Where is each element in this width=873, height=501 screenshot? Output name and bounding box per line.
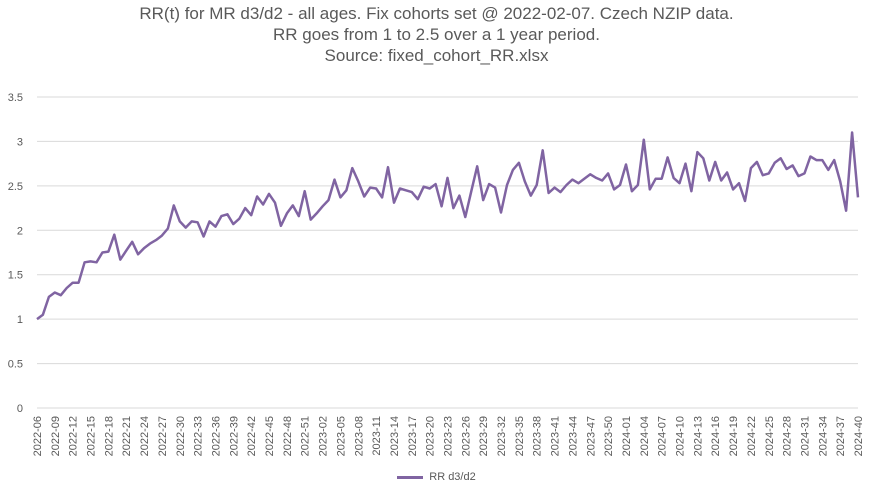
x-tick-label: 2023-02 — [318, 416, 330, 456]
x-tick-label: 2023-35 — [514, 416, 526, 456]
x-tick-label: 2024-34 — [817, 416, 829, 456]
x-tick-label: 2024-25 — [764, 416, 776, 456]
x-tick-label: 2024-40 — [853, 416, 865, 456]
y-axis-ticks: 0 0.5 1 1.5 2 2.5 3 3.5 — [8, 92, 23, 415]
x-tick-label: 2023-20 — [425, 416, 437, 456]
series-layer — [36, 131, 860, 321]
gridlines — [37, 96, 858, 409]
y-tick-label: 1 — [17, 314, 23, 326]
y-tick-label: 2.5 — [8, 181, 23, 193]
x-tick-label: 2024-22 — [746, 416, 758, 456]
x-tick-label: 2023-26 — [460, 416, 472, 456]
x-tick-label: 2022-09 — [50, 416, 62, 456]
x-tick-label: 2023-47 — [585, 416, 597, 456]
x-tick-label: 2022-06 — [32, 416, 44, 456]
chart-title-line-1: RR(t) for MR d3/d2 - all ages. Fix cohor… — [139, 4, 734, 23]
y-tick-label: 0 — [17, 403, 23, 415]
x-tick-label: 2024-13 — [692, 416, 704, 456]
x-tick-label: 2022-21 — [121, 416, 133, 456]
x-tick-label: 2022-24 — [139, 416, 151, 456]
x-tick-label: 2023-32 — [496, 416, 508, 456]
x-tick-label: 2023-29 — [478, 416, 490, 456]
x-tick-label: 2023-50 — [603, 416, 615, 456]
x-tick-label: 2022-36 — [210, 416, 222, 456]
legend-label: RR d3/d2 — [429, 471, 476, 483]
x-tick-label: 2022-30 — [175, 416, 187, 456]
x-tick-label: 2023-14 — [389, 416, 401, 456]
x-tick-label: 2022-18 — [103, 416, 115, 456]
x-tick-label: 2023-38 — [532, 416, 544, 456]
y-tick-label: 0.5 — [8, 359, 23, 371]
x-tick-label: 2023-23 — [443, 416, 455, 456]
x-tick-label: 2022-39 — [228, 416, 240, 456]
x-tick-label: 2023-44 — [567, 416, 579, 456]
x-tick-label: 2024-31 — [799, 416, 811, 456]
x-tick-label: 2022-27 — [157, 416, 169, 456]
series-line-rr-d3-d2 — [36, 131, 860, 321]
legend-swatch — [397, 475, 424, 479]
x-tick-label: 2024-07 — [657, 416, 669, 456]
x-tick-label: 2023-11 — [371, 416, 383, 456]
x-tick-label: 2024-19 — [728, 416, 740, 456]
x-tick-label: 2024-37 — [835, 416, 847, 456]
x-tick-label: 2024-04 — [639, 416, 651, 456]
x-tick-label: 2024-28 — [782, 416, 794, 456]
x-tick-label: 2022-45 — [264, 416, 276, 456]
x-tick-label: 2024-10 — [675, 416, 687, 456]
x-tick-label: 2023-17 — [407, 416, 419, 456]
x-tick-label: 2022-42 — [246, 416, 258, 456]
x-tick-label: 2023-05 — [335, 416, 347, 456]
x-axis-ticks: 2022-06 2022-09 2022-12 2022-15 2022-18 2022-… — [32, 416, 865, 456]
legend: RR d3/d2 — [0, 471, 873, 483]
y-tick-label: 1.5 — [8, 270, 23, 282]
x-tick-label: 2022-51 — [300, 416, 312, 456]
chart-title-line-3: Source: fixed_cohort_RR.xlsx — [324, 46, 549, 65]
x-tick-label: 2022-48 — [282, 416, 294, 456]
y-tick-label: 2 — [17, 225, 23, 237]
y-tick-label: 3 — [17, 136, 23, 148]
chart-title-line-2: RR goes from 1 to 2.5 over a 1 year peri… — [273, 25, 600, 44]
x-tick-label: 2022-33 — [193, 416, 205, 456]
x-tick-label: 2024-16 — [710, 416, 722, 456]
x-tick-label: 2024-01 — [621, 416, 633, 456]
x-tick-label: 2022-12 — [68, 416, 80, 456]
y-tick-label: 3.5 — [8, 92, 23, 104]
x-tick-label: 2023-08 — [353, 416, 365, 456]
x-tick-label: 2022-15 — [86, 416, 98, 456]
x-tick-label: 2023-41 — [550, 416, 562, 456]
